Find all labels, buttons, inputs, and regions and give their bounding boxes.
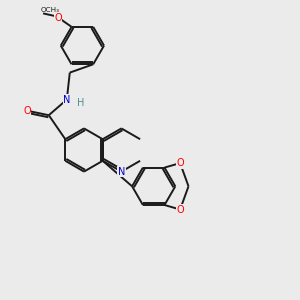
Text: O: O bbox=[54, 13, 62, 23]
Text: O: O bbox=[176, 205, 184, 214]
Text: OCH₃: OCH₃ bbox=[41, 8, 60, 14]
Text: O: O bbox=[176, 158, 184, 168]
Text: N: N bbox=[63, 94, 70, 105]
Text: O: O bbox=[23, 106, 31, 116]
Text: N: N bbox=[118, 167, 125, 177]
Text: H: H bbox=[76, 98, 84, 108]
